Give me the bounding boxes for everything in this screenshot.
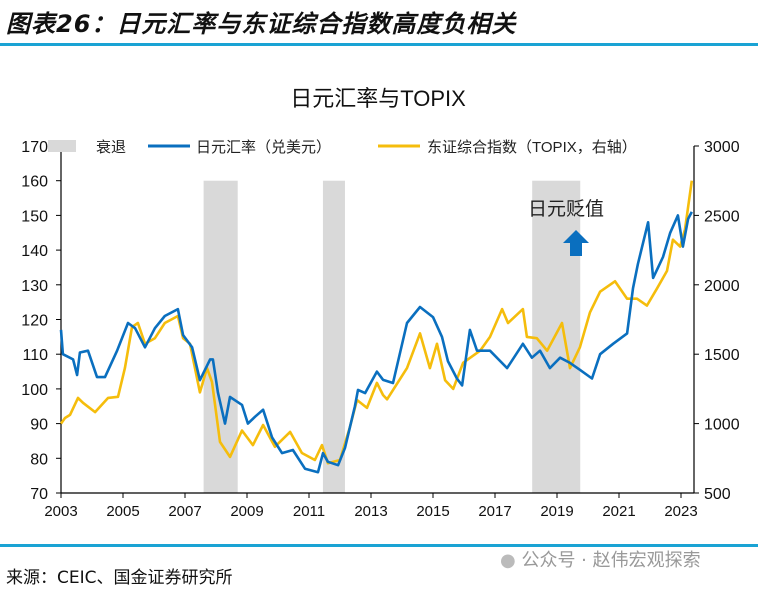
x-tick-label: 2011 — [293, 503, 325, 520]
x-tick-label: 2017 — [478, 503, 511, 520]
recession-band — [532, 180, 581, 493]
left-tick-label: 140 — [21, 243, 48, 260]
topix-line — [59, 180, 694, 465]
x-tick-label: 2013 — [354, 503, 387, 520]
left-tick-label: 100 — [21, 382, 48, 399]
figure-title: 图表26：日元汇率与东证综合指数高度负相关 — [6, 10, 517, 38]
left-tick-label: 70 — [30, 486, 48, 503]
left-tick-label: 160 — [21, 174, 48, 191]
wechat-icon: ● — [500, 550, 516, 571]
usdjpy-line — [59, 211, 693, 474]
right-tick-label: 1500 — [704, 347, 740, 364]
recession-band — [322, 180, 345, 493]
x-tick-label: 2009 — [230, 503, 263, 520]
legend-label-topix: 东证综合指数（TOPIX，右轴） — [427, 139, 637, 156]
right-tick-label: 3000 — [704, 139, 740, 156]
left-tick-label: 80 — [30, 451, 48, 468]
x-tick-label: 2005 — [106, 503, 139, 520]
x-tick-label: 2007 — [168, 503, 201, 520]
x-tick-label: 2023 — [664, 503, 697, 520]
right-tick-label: 1000 — [704, 417, 740, 434]
legend-label-usdjpy: 日元汇率（兑美元） — [196, 139, 331, 156]
left-tick-label: 90 — [30, 417, 48, 434]
legend-label-recession: 衰退 — [96, 139, 126, 156]
watermark-text: 公众号 · 赵伟宏观探索 — [521, 550, 701, 571]
left-tick-label: 130 — [21, 278, 48, 295]
x-tick-label: 2021 — [602, 503, 635, 520]
right-tick-label: 500 — [704, 486, 731, 503]
arrow-up-icon — [563, 230, 589, 256]
left-tick-label: 170 — [21, 139, 48, 156]
left-tick-label: 120 — [21, 313, 48, 330]
watermark: ● 公众号 · 赵伟宏观探索 — [500, 546, 701, 572]
x-tick-label: 2003 — [44, 503, 77, 520]
legend: 衰退 日元汇率（兑美元） 东证综合指数（TOPIX，右轴） — [48, 139, 637, 156]
chart: 日元汇率与TOPIX 70 80 90 100 110 120 130 140 150 160 17… — [21, 86, 740, 520]
header-divider — [0, 43, 758, 46]
left-tick-label: 110 — [22, 347, 48, 364]
right-tick-label: 2000 — [704, 278, 740, 295]
recession-band — [203, 180, 238, 493]
right-tick-label: 2500 — [704, 208, 740, 225]
legend-swatch-recession — [48, 140, 76, 152]
footer-divider — [0, 544, 758, 547]
annotation-yen-depreciation: 日元贬值 — [528, 198, 604, 220]
x-tick-label: 2019 — [540, 503, 573, 520]
left-tick-label: 150 — [21, 208, 48, 225]
chart-title: 日元汇率与TOPIX — [290, 86, 466, 111]
source-note: 来源：CEIC、国金证券研究所 — [6, 568, 233, 588]
x-tick-label: 2015 — [416, 503, 449, 520]
